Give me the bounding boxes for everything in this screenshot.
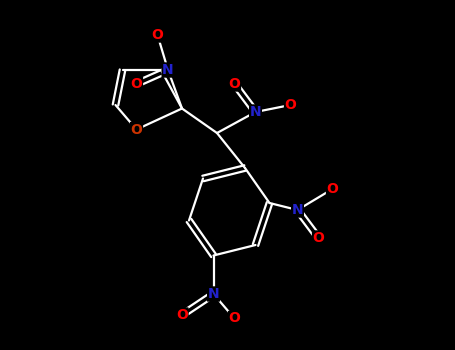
Text: N: N bbox=[207, 287, 219, 301]
Text: O: O bbox=[131, 122, 142, 136]
Text: O: O bbox=[131, 77, 142, 91]
Text: N: N bbox=[162, 63, 174, 77]
Text: O: O bbox=[228, 312, 240, 326]
Text: N: N bbox=[292, 203, 303, 217]
Text: O: O bbox=[176, 308, 188, 322]
Text: O: O bbox=[313, 231, 324, 245]
Text: O: O bbox=[152, 28, 163, 42]
Text: O: O bbox=[284, 98, 297, 112]
Text: N: N bbox=[250, 105, 261, 119]
Text: O: O bbox=[327, 182, 339, 196]
Text: O: O bbox=[228, 77, 240, 91]
